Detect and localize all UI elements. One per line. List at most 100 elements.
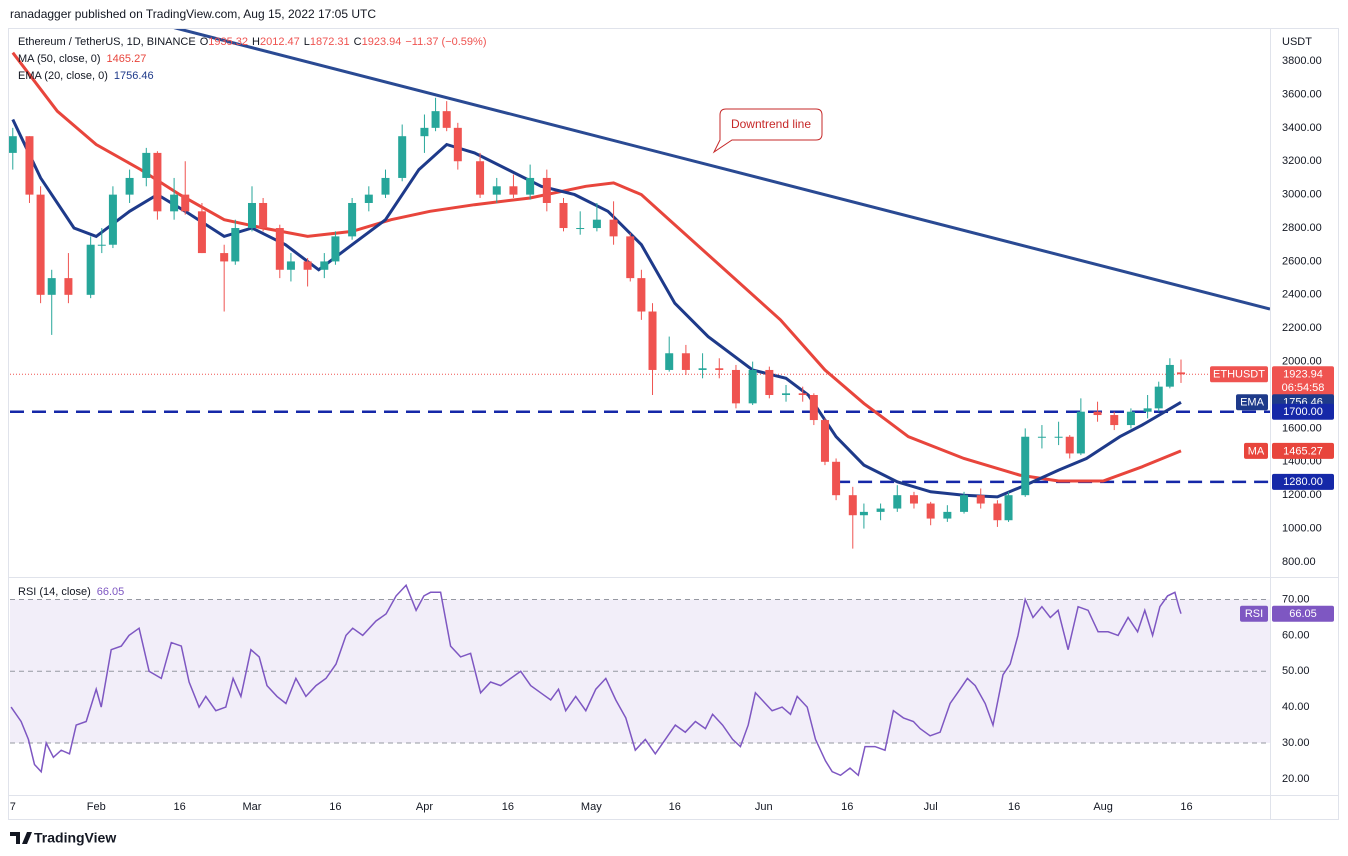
x-tick-label: Aug (1093, 801, 1113, 813)
level-tag: 1280.00 (1283, 476, 1323, 488)
candle-body (681, 353, 690, 370)
x-tick-label: Feb (87, 801, 106, 813)
candle-body (559, 202, 568, 229)
candle-body (197, 211, 206, 254)
y-tick-label: 30.00 (1282, 737, 1310, 749)
candle-body (765, 369, 774, 396)
candle-body (782, 393, 791, 396)
candle-body (259, 202, 268, 229)
candle-body (170, 194, 179, 212)
candle-body (576, 228, 585, 230)
legend-main: Ethereum / TetherUS, 1D, BINANCE O1935.32… (18, 36, 487, 48)
candle-body (1076, 411, 1085, 454)
candle-body (47, 278, 56, 295)
y-tick-label: 40.00 (1282, 701, 1310, 713)
legend-value: 1872.31 (310, 36, 350, 48)
candle-body (848, 495, 857, 516)
y-tick-label: 50.00 (1282, 665, 1310, 677)
legend-change: −11.37 (−0.59%) (405, 36, 486, 48)
footer: TradingView (10, 830, 116, 846)
symbol-tag: ETHUSDT (1213, 369, 1265, 381)
brand: TradingView (34, 830, 116, 846)
rsi-line (10, 583, 1182, 777)
candle-body (64, 278, 73, 295)
candle-body (492, 186, 501, 195)
candle-body (715, 368, 724, 370)
price-plot (9, 29, 1270, 549)
y-tick-label: 2200.00 (1282, 322, 1322, 334)
level-tag: 1700.00 (1283, 406, 1323, 418)
candle-body (231, 228, 240, 262)
x-tick-label: 16 (502, 801, 514, 813)
candle-body (1143, 408, 1152, 412)
candle-body (609, 219, 618, 237)
candle-body (476, 161, 485, 195)
candle-body (698, 368, 707, 370)
legend-key: C (354, 36, 362, 48)
y-tick-label: 3800.00 (1282, 55, 1322, 67)
candle-body (648, 311, 657, 370)
x-tick-label: Mar (243, 801, 262, 813)
candle-body (526, 177, 535, 195)
candle-body (381, 177, 390, 195)
x-tick-label: 16 (329, 801, 341, 813)
countdown: 06:54:58 (1282, 382, 1325, 394)
candle-body (820, 420, 829, 462)
rsi-value-tag: 66.05 (1289, 608, 1317, 620)
indicator-line (11, 51, 1182, 483)
currency: USDT (1282, 36, 1312, 48)
candle-body (592, 219, 601, 229)
x-tick-label: May (581, 801, 602, 813)
x-tick-label: 7 (10, 801, 16, 813)
candle-body (509, 186, 518, 195)
y-tick-label: 3000.00 (1282, 189, 1322, 201)
series-tag-bg (1236, 394, 1268, 411)
price-tag-bg (1272, 366, 1334, 397)
candle-body (926, 503, 935, 519)
legend-series: EMA (20, close, 0) 1756.46 (18, 70, 154, 82)
y-tick-label: 70.00 (1282, 593, 1310, 605)
legend-series-name: EMA (20, close, 0) (18, 70, 108, 82)
candle-body (876, 508, 885, 512)
x-tick-label: Jul (924, 801, 938, 813)
price-tag: 1923.94 (1283, 369, 1323, 381)
indicator-line (11, 118, 1182, 499)
trendline (173, 29, 1270, 311)
legend-key: L (304, 36, 310, 48)
legend-value: 1935.32 (208, 36, 248, 48)
candle-body (320, 261, 329, 270)
candle-body (665, 353, 674, 370)
candle-body (1176, 372, 1185, 375)
candle-body (331, 236, 340, 262)
rsi-tag: RSI (1245, 608, 1263, 620)
candle-body (909, 495, 918, 504)
candle-body (153, 152, 162, 212)
y-tick-label: 2400.00 (1282, 289, 1322, 301)
candle-body (9, 136, 17, 153)
y-tick-label: 1000.00 (1282, 522, 1322, 534)
candle-body (1154, 386, 1163, 409)
rsi-value-tag-bg (1272, 605, 1334, 622)
candle-body (1093, 411, 1102, 416)
candle-body (275, 228, 284, 270)
legend-value: 1923.94 (362, 36, 402, 48)
legend-value: 2012.47 (260, 36, 300, 48)
candle-body (398, 136, 407, 178)
y-tick-label: 60.00 (1282, 629, 1310, 641)
candle-body (125, 177, 134, 195)
candle-body (1065, 436, 1074, 454)
candle-body (286, 261, 295, 270)
series-value-tag-bg (1272, 442, 1334, 459)
overlay: USDT800.001000.001200.001400.001600.0018… (10, 36, 1334, 813)
candle-body (364, 194, 373, 203)
candle-body (1126, 411, 1135, 426)
candle-body (348, 202, 357, 237)
x-tick-label: Apr (416, 801, 433, 813)
candle-body (247, 202, 256, 229)
candle-body (976, 495, 985, 504)
candle-body (1004, 495, 1013, 521)
level-tag-bg (1272, 403, 1334, 420)
y-tick-label: 3600.00 (1282, 88, 1322, 100)
candle-body (960, 495, 969, 512)
